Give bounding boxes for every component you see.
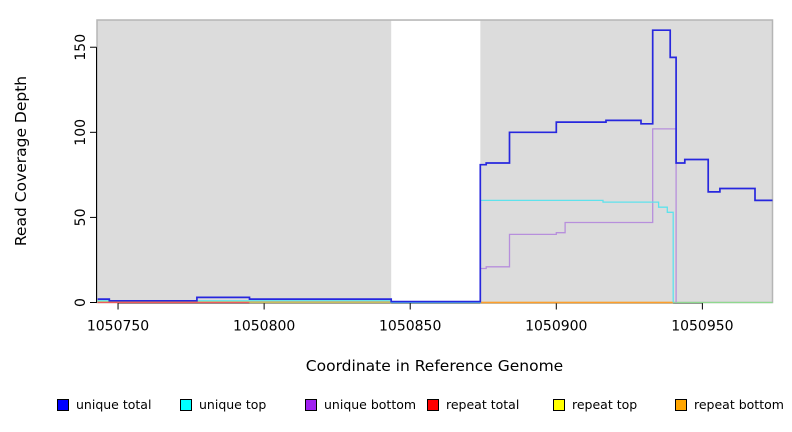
y-tick-label: 150 <box>73 34 89 61</box>
x-tick-label: 1050950 <box>671 319 733 335</box>
x-tick-label: 1050900 <box>525 319 587 335</box>
x-tick-label: 1050850 <box>379 319 441 335</box>
x-axis-title: Coordinate in Reference Genome <box>305 357 564 375</box>
x-tick-label: 1050800 <box>233 319 295 335</box>
series-line-unique-total <box>97 29 773 303</box>
y-tick-label: 50 <box>73 208 89 226</box>
y-tick-label: 100 <box>73 119 89 146</box>
series-line-unique-top <box>97 199 674 304</box>
y-axis-title: Read Coverage Depth <box>12 75 30 247</box>
series-line-unique-bottom <box>480 128 677 303</box>
masked-region <box>391 20 481 303</box>
x-tick-label: 1050750 <box>87 319 149 335</box>
y-tick-label: 0 <box>73 298 89 307</box>
